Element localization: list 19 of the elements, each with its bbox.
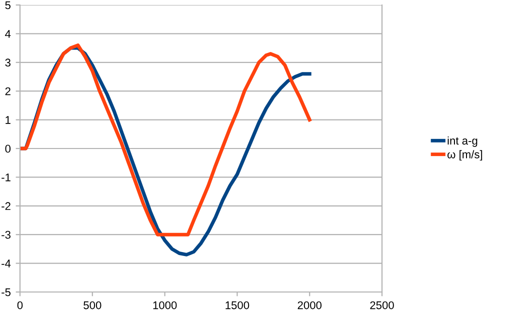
x-tick-label: 1000 (153, 301, 177, 310)
x-tick-label: 500 (84, 301, 102, 310)
x-tick-label: 0 (17, 301, 23, 310)
y-tick-label: 4 (5, 30, 11, 38)
legend-label: int a-g (448, 136, 478, 147)
x-tick-label: 2000 (298, 301, 322, 310)
y-tick-label: 1 (6, 116, 10, 124)
y-tick-label: 0 (5, 144, 11, 153)
y-tick-label: -1 (2, 174, 10, 182)
y-tick-label: -4 (2, 260, 11, 268)
x-tick-label: 2500 (370, 301, 394, 310)
y-tick-label: -3 (2, 230, 10, 239)
y-tick-label: -5 (2, 288, 11, 296)
x-tick-label: 1500 (226, 301, 250, 310)
y-tick-label: 3 (5, 58, 10, 67)
y-tick-label: 2 (5, 87, 10, 96)
legend-label: ω [m/s] (447, 150, 482, 161)
y-tick-label: -2 (2, 202, 10, 210)
y-tick-label: 5 (5, 1, 11, 10)
